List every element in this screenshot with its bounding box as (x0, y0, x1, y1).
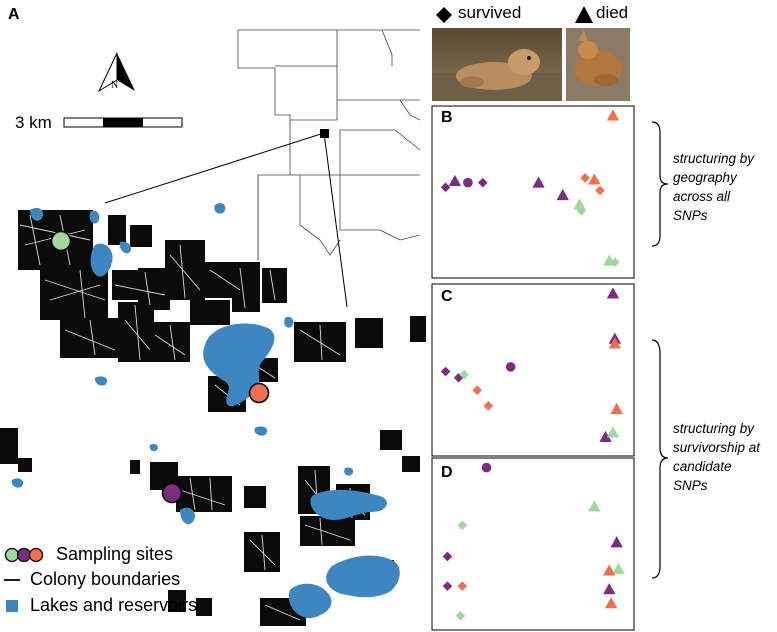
point-b-orange-diamond (580, 173, 590, 183)
scatter-panels (431, 105, 635, 631)
point-d-purple-diamond (442, 581, 453, 591)
point-c-purple-triangle (606, 287, 620, 299)
died-label: died (596, 3, 629, 22)
site-green-marker (50, 230, 72, 252)
point-d-green-triangle (588, 500, 601, 512)
brace-geography (651, 121, 669, 247)
point-d-orange-triangle (603, 564, 616, 576)
point-c-green-triangle (606, 426, 620, 438)
died-prairie-dog-photo (566, 28, 630, 101)
point-d-green-diamond (457, 520, 468, 531)
point-d-purple-circle (481, 462, 492, 473)
point-d-orange-diamond (457, 581, 468, 591)
triangle-icon (575, 6, 593, 23)
survivorship-annotation: structuring by survivorship at candidate… (673, 421, 761, 493)
point-d-purple-diamond (442, 551, 453, 562)
point-b-orange-triangle (606, 109, 620, 121)
point-b-purple-circle (463, 177, 473, 188)
site-purple-marker (161, 482, 183, 504)
point-c-orange-triangle (608, 337, 622, 349)
point-d-green-diamond (455, 610, 466, 621)
diamond-icon (436, 7, 452, 23)
point-b-green-triangle (573, 198, 586, 210)
point-b-orange-triangle (588, 173, 601, 185)
marker-legend (436, 6, 593, 23)
colony-patches (0, 210, 426, 626)
legend-site-swatches (4, 547, 44, 563)
panel-d-frame (431, 457, 635, 631)
scale-bar (63, 117, 183, 128)
panel-c-label: C (441, 288, 453, 305)
connector-line (104, 132, 325, 204)
braces (651, 121, 669, 579)
point-c-purple-triangle (599, 430, 612, 443)
north-arrow-icon (97, 52, 135, 93)
scale-label: 3 km (15, 113, 52, 132)
point-c-purple-circle (505, 362, 516, 372)
panel-b-frame (431, 105, 635, 279)
legend-sites-label: Sampling sites (56, 544, 174, 564)
colony-map (0, 29, 426, 626)
point-b-purple-triangle (448, 174, 462, 187)
point-b-purple-triangle (532, 176, 545, 188)
point-d-green-triangle (612, 562, 625, 574)
point-b-purple-triangle (556, 188, 569, 201)
survived-prairie-dog-photo (432, 28, 562, 101)
site-orange-marker (248, 382, 270, 404)
panel-a-label: A (8, 6, 20, 23)
state-map-inset (237, 29, 421, 260)
panel-d-label: D (441, 464, 453, 481)
survived-label: survived (458, 3, 522, 22)
legend-lakes-label: Lakes and reservoirs (30, 595, 198, 615)
connector-line (323, 132, 348, 308)
point-b-green-triangle (603, 254, 616, 266)
legend-lake-swatch (6, 600, 18, 612)
point-b-orange-diamond (595, 185, 605, 196)
point-c-orange-triangle (610, 402, 623, 414)
panel-b-label: B (441, 109, 453, 126)
point-b-green-diamond (610, 257, 620, 267)
legend-boundaries-label: Colony boundaries (30, 569, 181, 589)
north-label: N (111, 80, 119, 91)
brace-survivorship (651, 339, 669, 579)
point-d-orange-triangle (604, 597, 618, 609)
point-c-orange-diamond (483, 401, 494, 411)
point-d-purple-triangle (603, 583, 616, 595)
point-d-purple-triangle (610, 536, 623, 548)
panel-c-frame (431, 283, 635, 457)
geography-annotation: structuring by geography across all SNPs (673, 151, 755, 223)
